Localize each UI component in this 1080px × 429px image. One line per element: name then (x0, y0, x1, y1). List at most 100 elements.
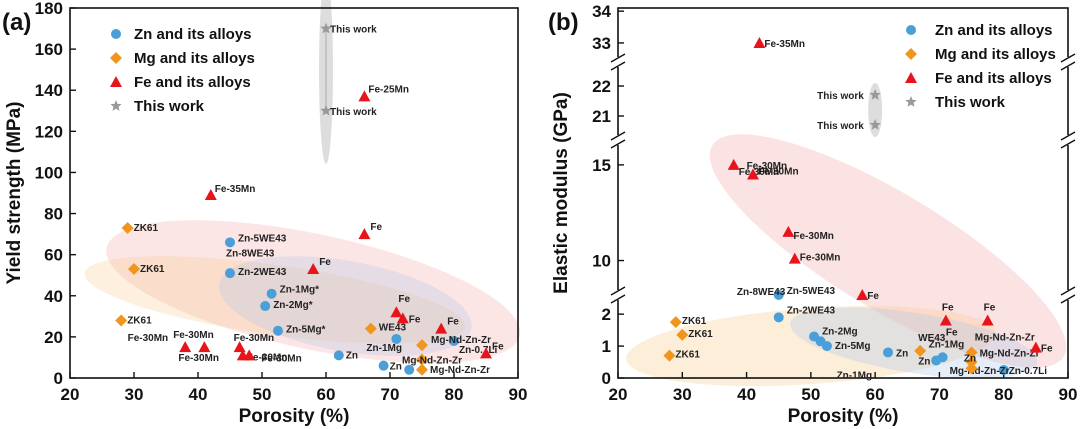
data-label: Mg-Nd-Zn-Zr (975, 333, 1035, 344)
plot-frame (69, 7, 519, 379)
x-tick-label: 70 (381, 385, 400, 404)
data-label: WE43 (918, 333, 946, 344)
point-fe-and-its-alloys-5 (396, 312, 409, 324)
data-label: Fe-30Mn (178, 353, 219, 364)
x-axis-label: Porosity (%) (239, 406, 350, 427)
data-label: Fe-30Mn (247, 352, 288, 363)
y-tick-label: 80 (44, 205, 63, 224)
axis-break-mark (610, 61, 626, 71)
y-tick-label: 10 (592, 252, 611, 271)
axis-break-mark (610, 53, 626, 63)
data-label: Fe-30Mn (793, 231, 834, 242)
point-mg-and-its-alloys-3 (364, 322, 377, 335)
point-fe-and-its-alloys-9 (198, 341, 211, 353)
data-label: Fe-35Mn (764, 39, 805, 50)
data-label: Fe-30Mn (758, 166, 799, 177)
plot-frame (617, 7, 1069, 379)
x-tick-label: 40 (189, 385, 208, 404)
point-zn-and-its-alloys-9 (449, 336, 459, 346)
point-this-work-0 (869, 89, 881, 100)
data-label: Fe (984, 303, 996, 314)
y-tick-label: 0 (602, 369, 611, 388)
series-zn-and-its-alloys: Zn-5WE43 Zn-2WE43 Zn-2Mg Zn-5Mg Zn Zn Zn-1Mg Zn… (773, 286, 1047, 377)
data-label: Zn-5Mg* (286, 325, 326, 336)
data-label: Mg-Nd-Zn-Zr (980, 348, 1040, 359)
legend-label: Zn and its alloys (134, 26, 252, 43)
data-label: Zn-5Mg (835, 341, 871, 352)
legend-marker (905, 48, 917, 60)
data-label: ZK61 (134, 223, 159, 234)
axis-break-mark (1060, 53, 1076, 63)
point-zn-and-its-alloys-8 (998, 365, 1009, 376)
point-zn-and-its-alloys-7 (391, 333, 402, 344)
x-tick-label: 60 (866, 385, 885, 404)
data-label: This work (330, 25, 377, 36)
point-zn-and-its-alloys-7 (937, 352, 948, 363)
point-fe-and-its-alloys-6 (939, 314, 952, 326)
data-label: Zn-2Mg* (273, 300, 313, 311)
point-zn-and-its-alloys-5 (883, 347, 893, 358)
data-label: Fe-30Mn (128, 333, 169, 344)
legend-marker (111, 29, 121, 39)
x-tick-label: 50 (801, 385, 820, 404)
x-tick-label: 80 (445, 385, 464, 404)
mg-region (626, 306, 996, 387)
point-zn-and-its-alloys-0 (773, 290, 784, 300)
data-label: Fe (409, 314, 421, 325)
x-tick-label: 20 (609, 385, 628, 404)
data-label: Fe (946, 328, 958, 339)
data-label: Zn-1Mg (837, 370, 873, 381)
point-mg-and-its-alloys-1 (676, 328, 689, 341)
point-fe-and-its-alloys-3 (307, 263, 320, 275)
point-fe-and-its-alloys-7 (480, 347, 492, 359)
data-label: Fe-25Mn (368, 84, 409, 95)
y-tick-label: 120 (35, 122, 63, 141)
x-tick-label: 70 (930, 385, 949, 404)
data-label: Fe-30Mn (234, 333, 275, 344)
point-fe-and-its-alloys-1 (358, 90, 371, 102)
point-fe-and-its-alloys-1 (727, 158, 740, 170)
point-fe-and-its-alloys-4 (788, 252, 801, 264)
x-tick-label: 50 (253, 385, 272, 404)
legend-marker (110, 100, 122, 111)
data-label: This work (817, 121, 864, 132)
point-zn-and-its-alloys-5 (333, 350, 344, 361)
data-label: Zn-2WE43 (238, 267, 287, 278)
y-tick-label: 20 (44, 328, 63, 347)
point-fe-and-its-alloys-8 (1029, 341, 1042, 353)
series-this-work: This work This work (320, 22, 377, 118)
y-tick-label: 33 (592, 34, 611, 53)
point-mg-and-its-alloys-4 (965, 346, 978, 359)
fe-region (106, 220, 521, 364)
legend-b: Zn and its alloys Mg and its alloys Fe and… (905, 22, 1056, 111)
axis-break-mark (1060, 61, 1076, 71)
data-label: Fe-30Mn (747, 161, 788, 172)
data-label: Zn-0.7Li (459, 345, 498, 356)
point-this-work-0 (320, 22, 332, 34)
axis-break-mark (1060, 131, 1076, 141)
y-tick-label: 2 (602, 305, 611, 324)
axis-break-gap (1060, 57, 1076, 67)
axis-break-gap (1060, 290, 1076, 300)
data-label: Zn (390, 362, 402, 373)
point-zn-and-its-alloys-4 (821, 341, 832, 352)
point-mg-and-its-alloys-6 (416, 363, 428, 376)
point-fe-and-its-alloys-2 (747, 168, 759, 180)
data-label: This work (817, 91, 864, 102)
point-mg-and-its-alloys-2 (115, 314, 128, 327)
data-label: Fe-35Mn (215, 184, 256, 195)
y-tick-label: 160 (35, 40, 63, 59)
data-label: Fe (1041, 344, 1053, 355)
data-label: Zn (964, 353, 976, 364)
legend-label: Mg and its alloys (935, 46, 1056, 63)
data-label: Fe (398, 294, 410, 305)
point-mg-and-its-alloys-0 (669, 316, 682, 329)
x-axis-label: Porosity (%) (788, 406, 899, 427)
y-tick-label: 60 (44, 246, 63, 265)
point-mg-and-its-alloys-3 (914, 344, 927, 357)
legend-label: This work (935, 94, 1006, 111)
point-fe-and-its-alloys-3 (782, 225, 795, 237)
data-label: Zn (346, 350, 358, 361)
